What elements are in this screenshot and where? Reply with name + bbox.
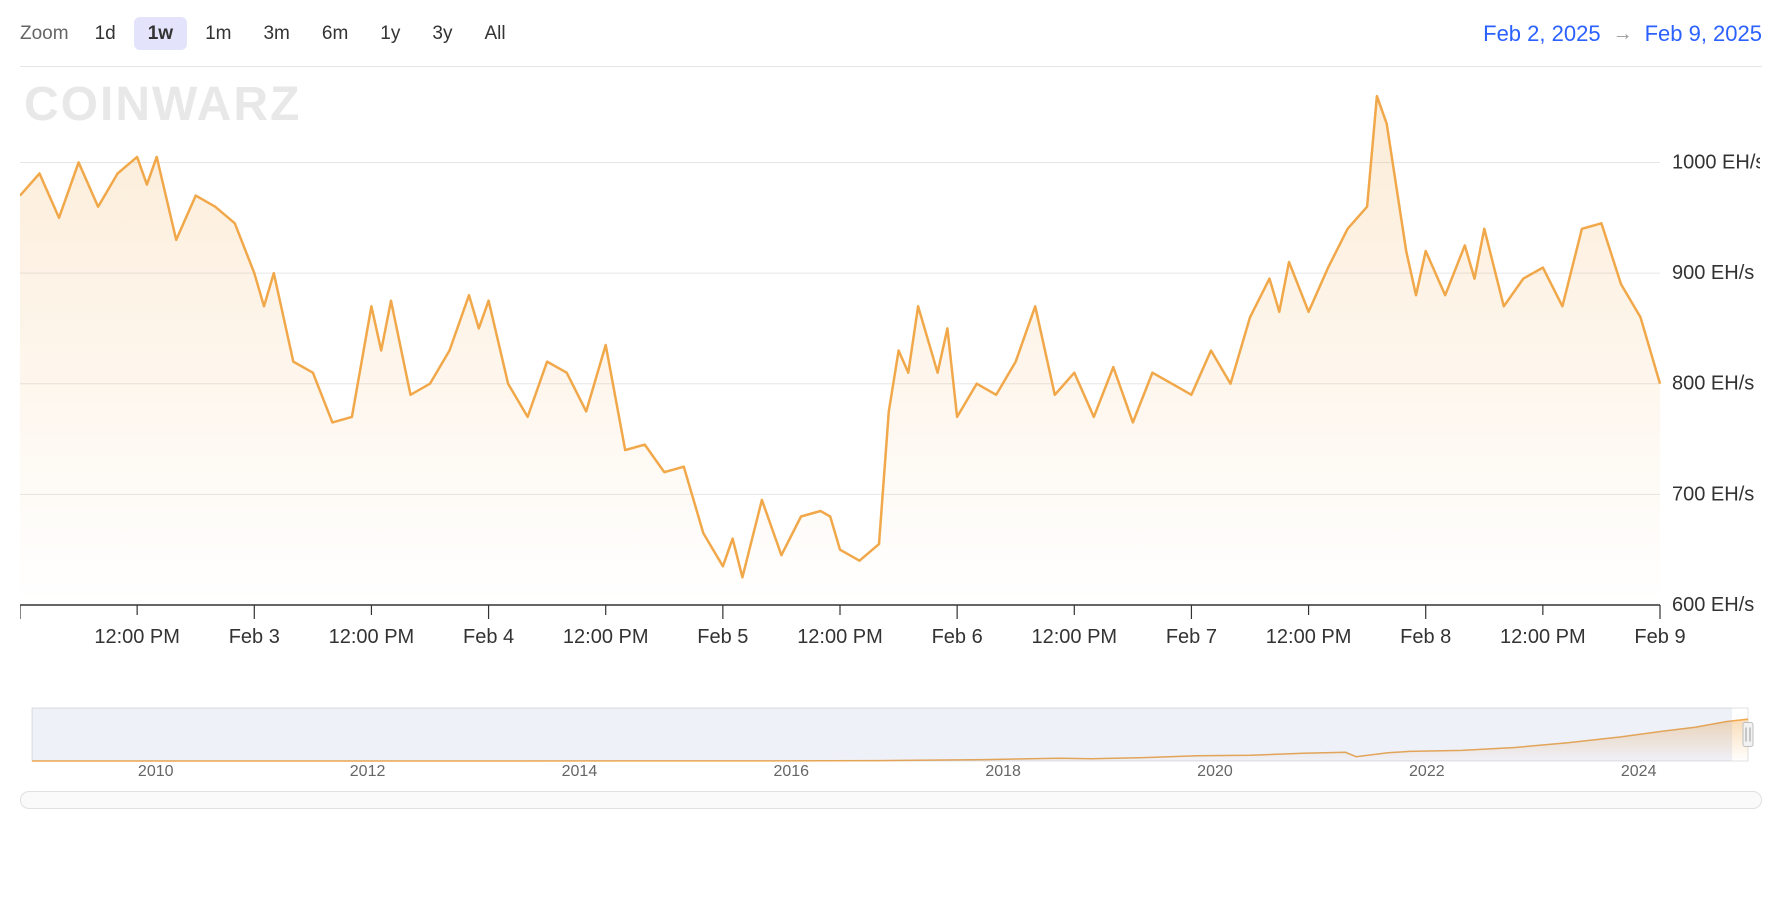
- y-tick-label: 800 EH/s: [1672, 373, 1754, 395]
- toolbar-divider: [20, 66, 1762, 67]
- x-tick-label: Feb 8: [1400, 626, 1451, 648]
- zoom-button-1d[interactable]: 1d: [81, 17, 130, 50]
- arrow-right-icon: →: [1613, 23, 1633, 46]
- zoom-button-1y[interactable]: 1y: [366, 17, 414, 50]
- x-tick-label: Feb 4: [463, 626, 514, 648]
- x-tick-label: 12:00 PM: [797, 626, 883, 648]
- x-tick-label: 12:00 PM: [1266, 626, 1352, 648]
- nav-tick-label: 2012: [350, 763, 386, 777]
- navigator-scrollbar[interactable]: [20, 791, 1762, 809]
- nav-handle-right[interactable]: [1743, 723, 1753, 747]
- y-tick-label: 700 EH/s: [1672, 483, 1754, 505]
- nav-tick-label: 2020: [1197, 763, 1233, 777]
- hashrate-line-chart[interactable]: 600 EH/s 700 EH/s 800 EH/s 900 EH/s 1000 EH/…: [20, 75, 1760, 675]
- zoom-button-1w[interactable]: 1w: [134, 17, 187, 50]
- nav-tick-label: 2016: [773, 763, 809, 777]
- x-tick-label: 12:00 PM: [1500, 626, 1586, 648]
- x-tick-label: 12:00 PM: [563, 626, 649, 648]
- x-tick-label: 12:00 PM: [329, 626, 415, 648]
- zoom-button-6m[interactable]: 6m: [308, 17, 362, 50]
- x-tick-label: 12:00 PM: [94, 626, 180, 648]
- range-from[interactable]: Feb 2, 2025: [1483, 21, 1600, 47]
- y-tick-label: 1000 EH/s: [1672, 151, 1760, 173]
- zoom-button-3y[interactable]: 3y: [418, 17, 466, 50]
- nav-tick-label: 2014: [562, 763, 598, 777]
- nav-tick-label: 2024: [1621, 763, 1657, 777]
- x-tick-label: Feb 3: [229, 626, 280, 648]
- zoom-toolbar: Zoom 1d1w1m3m6m1y3yAll Feb 2, 2025 → Feb…: [20, 10, 1762, 58]
- x-tick-label: Feb 7: [1166, 626, 1217, 648]
- range-to[interactable]: Feb 9, 2025: [1645, 21, 1762, 47]
- x-tick-label: Feb 6: [932, 626, 983, 648]
- zoom-button-1m[interactable]: 1m: [191, 17, 245, 50]
- zoom-button-3m[interactable]: 3m: [249, 17, 303, 50]
- zoom-button-all[interactable]: All: [470, 17, 519, 50]
- y-tick-label: 900 EH/s: [1672, 262, 1754, 284]
- nav-mask-left[interactable]: [32, 708, 1732, 761]
- main-chart-container[interactable]: COINWARZ 600 EH/s700 EH/s800 EH/s900 EH/…: [20, 75, 1762, 695]
- y-tick-label: 600 EH/s: [1672, 594, 1754, 616]
- nav-tick-label: 2018: [985, 763, 1021, 777]
- chart-area-fill: [20, 96, 1660, 605]
- date-range-readout[interactable]: Feb 2, 2025 → Feb 9, 2025: [1483, 21, 1762, 47]
- nav-tick-label: 2010: [138, 763, 174, 777]
- navigator-container[interactable]: 2010 2012 2014 2016 2018 2020 2022 2024: [20, 707, 1762, 787]
- navigator-chart[interactable]: 2010 2012 2014 2016 2018 2020 2022 2024: [20, 707, 1760, 777]
- zoom-label: Zoom: [20, 23, 69, 45]
- x-tick-label: 12:00 PM: [1031, 626, 1117, 648]
- x-tick-label: Feb 5: [697, 626, 748, 648]
- x-tick-label: Feb 9: [1634, 626, 1685, 648]
- nav-tick-label: 2022: [1409, 763, 1445, 777]
